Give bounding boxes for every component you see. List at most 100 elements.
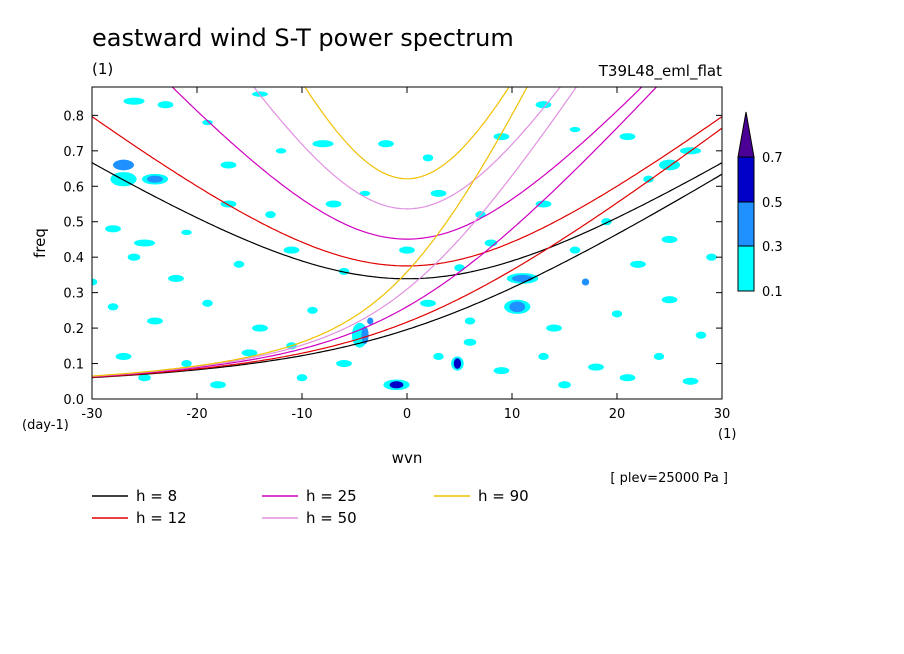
y-unit-label: (day-1) xyxy=(22,418,69,433)
power-patch xyxy=(233,260,245,268)
dispersion-curves xyxy=(92,87,722,379)
power-patch xyxy=(512,274,533,283)
curve-mrg-25 xyxy=(92,87,658,378)
power-patch xyxy=(378,140,394,148)
power-patch xyxy=(463,338,477,346)
power-patch xyxy=(695,331,707,339)
power-patch xyxy=(430,189,447,197)
x-unit-label: (1) xyxy=(718,427,736,442)
y-tick-label: 0.0 xyxy=(63,393,84,408)
colorbar-segment xyxy=(737,156,755,203)
power-patch xyxy=(422,154,434,162)
curve-mrg-50 xyxy=(92,87,578,377)
y-tick-label: 0.3 xyxy=(63,287,84,302)
power-patch xyxy=(123,97,145,105)
power-patch xyxy=(241,349,258,357)
power-patch xyxy=(265,211,276,219)
power-patch xyxy=(569,126,581,133)
power-patch xyxy=(157,101,174,109)
power-patch xyxy=(220,161,237,169)
chart-subtitle: (1) xyxy=(92,60,113,78)
legend-label: h = 90 xyxy=(478,487,529,505)
y-tick-label: 0.5 xyxy=(63,216,84,231)
x-tick-label: -20 xyxy=(186,407,207,422)
power-patch xyxy=(115,352,132,361)
power-patch xyxy=(630,260,646,268)
power-patch xyxy=(509,301,526,313)
power-patch xyxy=(661,235,678,243)
y-tick-label: 0.2 xyxy=(63,322,84,337)
power-patch xyxy=(433,352,444,361)
spectrum-patches xyxy=(92,91,717,391)
power-patch xyxy=(127,253,141,261)
x-axis-label: wvn xyxy=(392,449,423,467)
power-patch xyxy=(168,274,184,283)
power-patch xyxy=(202,299,213,307)
power-patch xyxy=(611,310,623,318)
power-patch xyxy=(359,190,371,197)
legend-label: h = 12 xyxy=(136,509,187,527)
curve-ig-12 xyxy=(92,116,722,267)
power-patch xyxy=(110,172,137,187)
power-patch xyxy=(619,133,636,141)
curve-ig-25 xyxy=(171,87,643,240)
power-patch xyxy=(252,324,268,332)
power-patch xyxy=(538,352,549,361)
colorbar-triangle xyxy=(737,111,755,158)
level-note: [ plev=25000 Pa ] xyxy=(610,471,728,486)
power-patch xyxy=(493,367,510,375)
legend-label: h = 50 xyxy=(306,509,357,527)
power-patch xyxy=(682,377,699,385)
x-tick-label: -10 xyxy=(291,407,312,422)
curve-mrg-8 xyxy=(92,173,722,379)
power-patch xyxy=(619,374,636,382)
power-patch xyxy=(275,148,287,154)
colorbar-segment xyxy=(737,245,755,292)
curve-ig-90 xyxy=(304,87,510,180)
power-patch xyxy=(113,159,134,171)
y-tick-label: 0.6 xyxy=(63,180,84,195)
y-tick-label: 0.8 xyxy=(63,109,84,124)
power-patch xyxy=(134,239,155,247)
power-patch xyxy=(336,360,352,368)
power-patch xyxy=(643,175,654,183)
x-tick-label: 20 xyxy=(609,407,626,422)
power-patch xyxy=(389,381,404,389)
legend: h = 8 h = 12 h = 25 h = 50 h = 90 xyxy=(92,487,529,527)
y-axis-label: freq xyxy=(31,228,49,258)
colorbar-segment xyxy=(737,201,755,247)
power-patch xyxy=(661,296,678,304)
legend-label: h = 8 xyxy=(136,487,177,505)
colorbar: 0.1 0.3 0.5 0.7 xyxy=(737,111,783,300)
power-patch xyxy=(325,200,342,208)
x-axis-ticks: -30 -20 -10 0 10 20 30 xyxy=(81,87,730,422)
power-patch xyxy=(367,317,374,325)
y-tick-label: 0.4 xyxy=(63,251,84,266)
power-patch xyxy=(307,306,318,314)
power-patch xyxy=(296,374,308,382)
power-patch xyxy=(105,225,121,233)
curve-ig-8 xyxy=(92,162,722,280)
curve-mrg-90 xyxy=(92,87,528,377)
curve-ig-50 xyxy=(253,87,562,210)
y-tick-label: 0.1 xyxy=(63,358,84,373)
power-patch xyxy=(653,352,665,361)
x-tick-label: 0 xyxy=(403,407,411,422)
curve-mrg-12 xyxy=(92,127,722,378)
power-patch xyxy=(558,381,571,389)
power-patch xyxy=(181,360,192,368)
power-patch xyxy=(493,133,510,141)
y-tick-label: 0.7 xyxy=(63,145,84,160)
power-patch xyxy=(399,246,415,254)
x-tick-label: -30 xyxy=(81,407,102,422)
power-patch xyxy=(464,317,476,325)
power-patch xyxy=(107,303,119,311)
y-axis-ticks: 0.0 0.1 0.2 0.3 0.4 0.5 0.6 0.7 0.8 xyxy=(63,109,722,408)
colorbar-label: 0.3 xyxy=(762,240,783,255)
legend-label: h = 25 xyxy=(306,487,357,505)
power-patch xyxy=(138,374,151,382)
power-patch xyxy=(588,363,604,371)
x-tick-label: 30 xyxy=(714,407,731,422)
power-patch xyxy=(312,140,334,148)
